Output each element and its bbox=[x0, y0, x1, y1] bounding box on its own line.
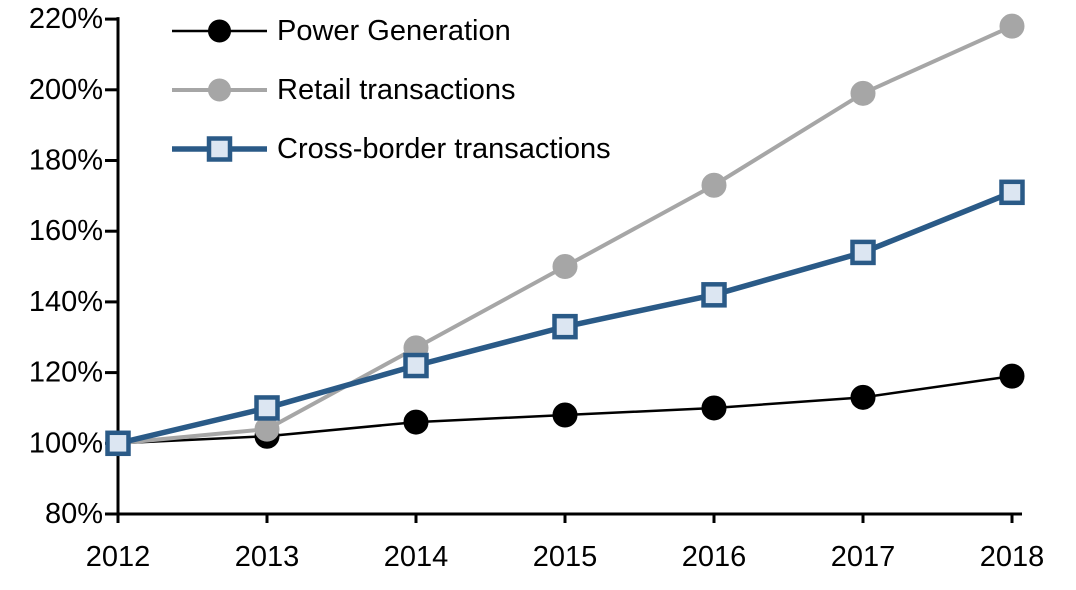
data-point-circle bbox=[999, 13, 1025, 39]
data-point-circle bbox=[403, 409, 429, 435]
legend-label: Retail transactions bbox=[277, 74, 516, 106]
x-axis-tick-label: 2017 bbox=[831, 541, 896, 573]
data-point-circle bbox=[850, 384, 876, 410]
y-axis-tick-label: 220% bbox=[29, 3, 103, 35]
legend-label: Cross-border transactions bbox=[277, 133, 611, 165]
legend-marker-circle bbox=[208, 78, 231, 102]
data-point-circle bbox=[999, 363, 1025, 389]
data-point-square bbox=[403, 352, 429, 379]
data-point-circle bbox=[850, 80, 876, 106]
x-axis-tick-label: 2015 bbox=[533, 541, 598, 573]
data-point-square bbox=[105, 430, 131, 457]
legend-marker-square bbox=[206, 136, 233, 162]
legend-label: Power Generation bbox=[277, 15, 511, 47]
y-axis-tick-label: 200% bbox=[29, 74, 103, 106]
y-axis-tick-label: 180% bbox=[29, 145, 103, 177]
x-axis-tick-label: 2012 bbox=[86, 541, 151, 573]
data-point-square bbox=[552, 313, 578, 340]
y-axis-tick-label: 100% bbox=[29, 427, 103, 459]
legend-marker-circle bbox=[208, 19, 231, 43]
data-point-circle bbox=[701, 172, 727, 198]
data-point-square bbox=[999, 179, 1025, 206]
legend-item: Cross-border transactions bbox=[172, 133, 611, 165]
data-point-circle bbox=[701, 395, 727, 421]
data-point-square bbox=[850, 239, 876, 266]
x-axis-tick-label: 2018 bbox=[980, 541, 1045, 573]
legend-item: Retail transactions bbox=[172, 74, 516, 106]
data-point-circle bbox=[552, 254, 578, 280]
data-point-square bbox=[254, 395, 280, 421]
y-axis-tick-label: 140% bbox=[29, 286, 103, 318]
data-point-circle bbox=[254, 416, 280, 442]
x-axis-tick-label: 2013 bbox=[235, 541, 300, 573]
x-axis-tick-label: 2014 bbox=[384, 541, 449, 573]
y-axis-tick-label: 120% bbox=[29, 357, 103, 389]
data-point-circle bbox=[552, 402, 578, 428]
y-axis-tick-label: 160% bbox=[29, 215, 103, 247]
data-point-square bbox=[701, 282, 727, 308]
x-axis-tick-label: 2016 bbox=[682, 541, 747, 573]
legend-item: Power Generation bbox=[172, 15, 511, 47]
y-axis-tick-label: 80% bbox=[45, 498, 103, 530]
